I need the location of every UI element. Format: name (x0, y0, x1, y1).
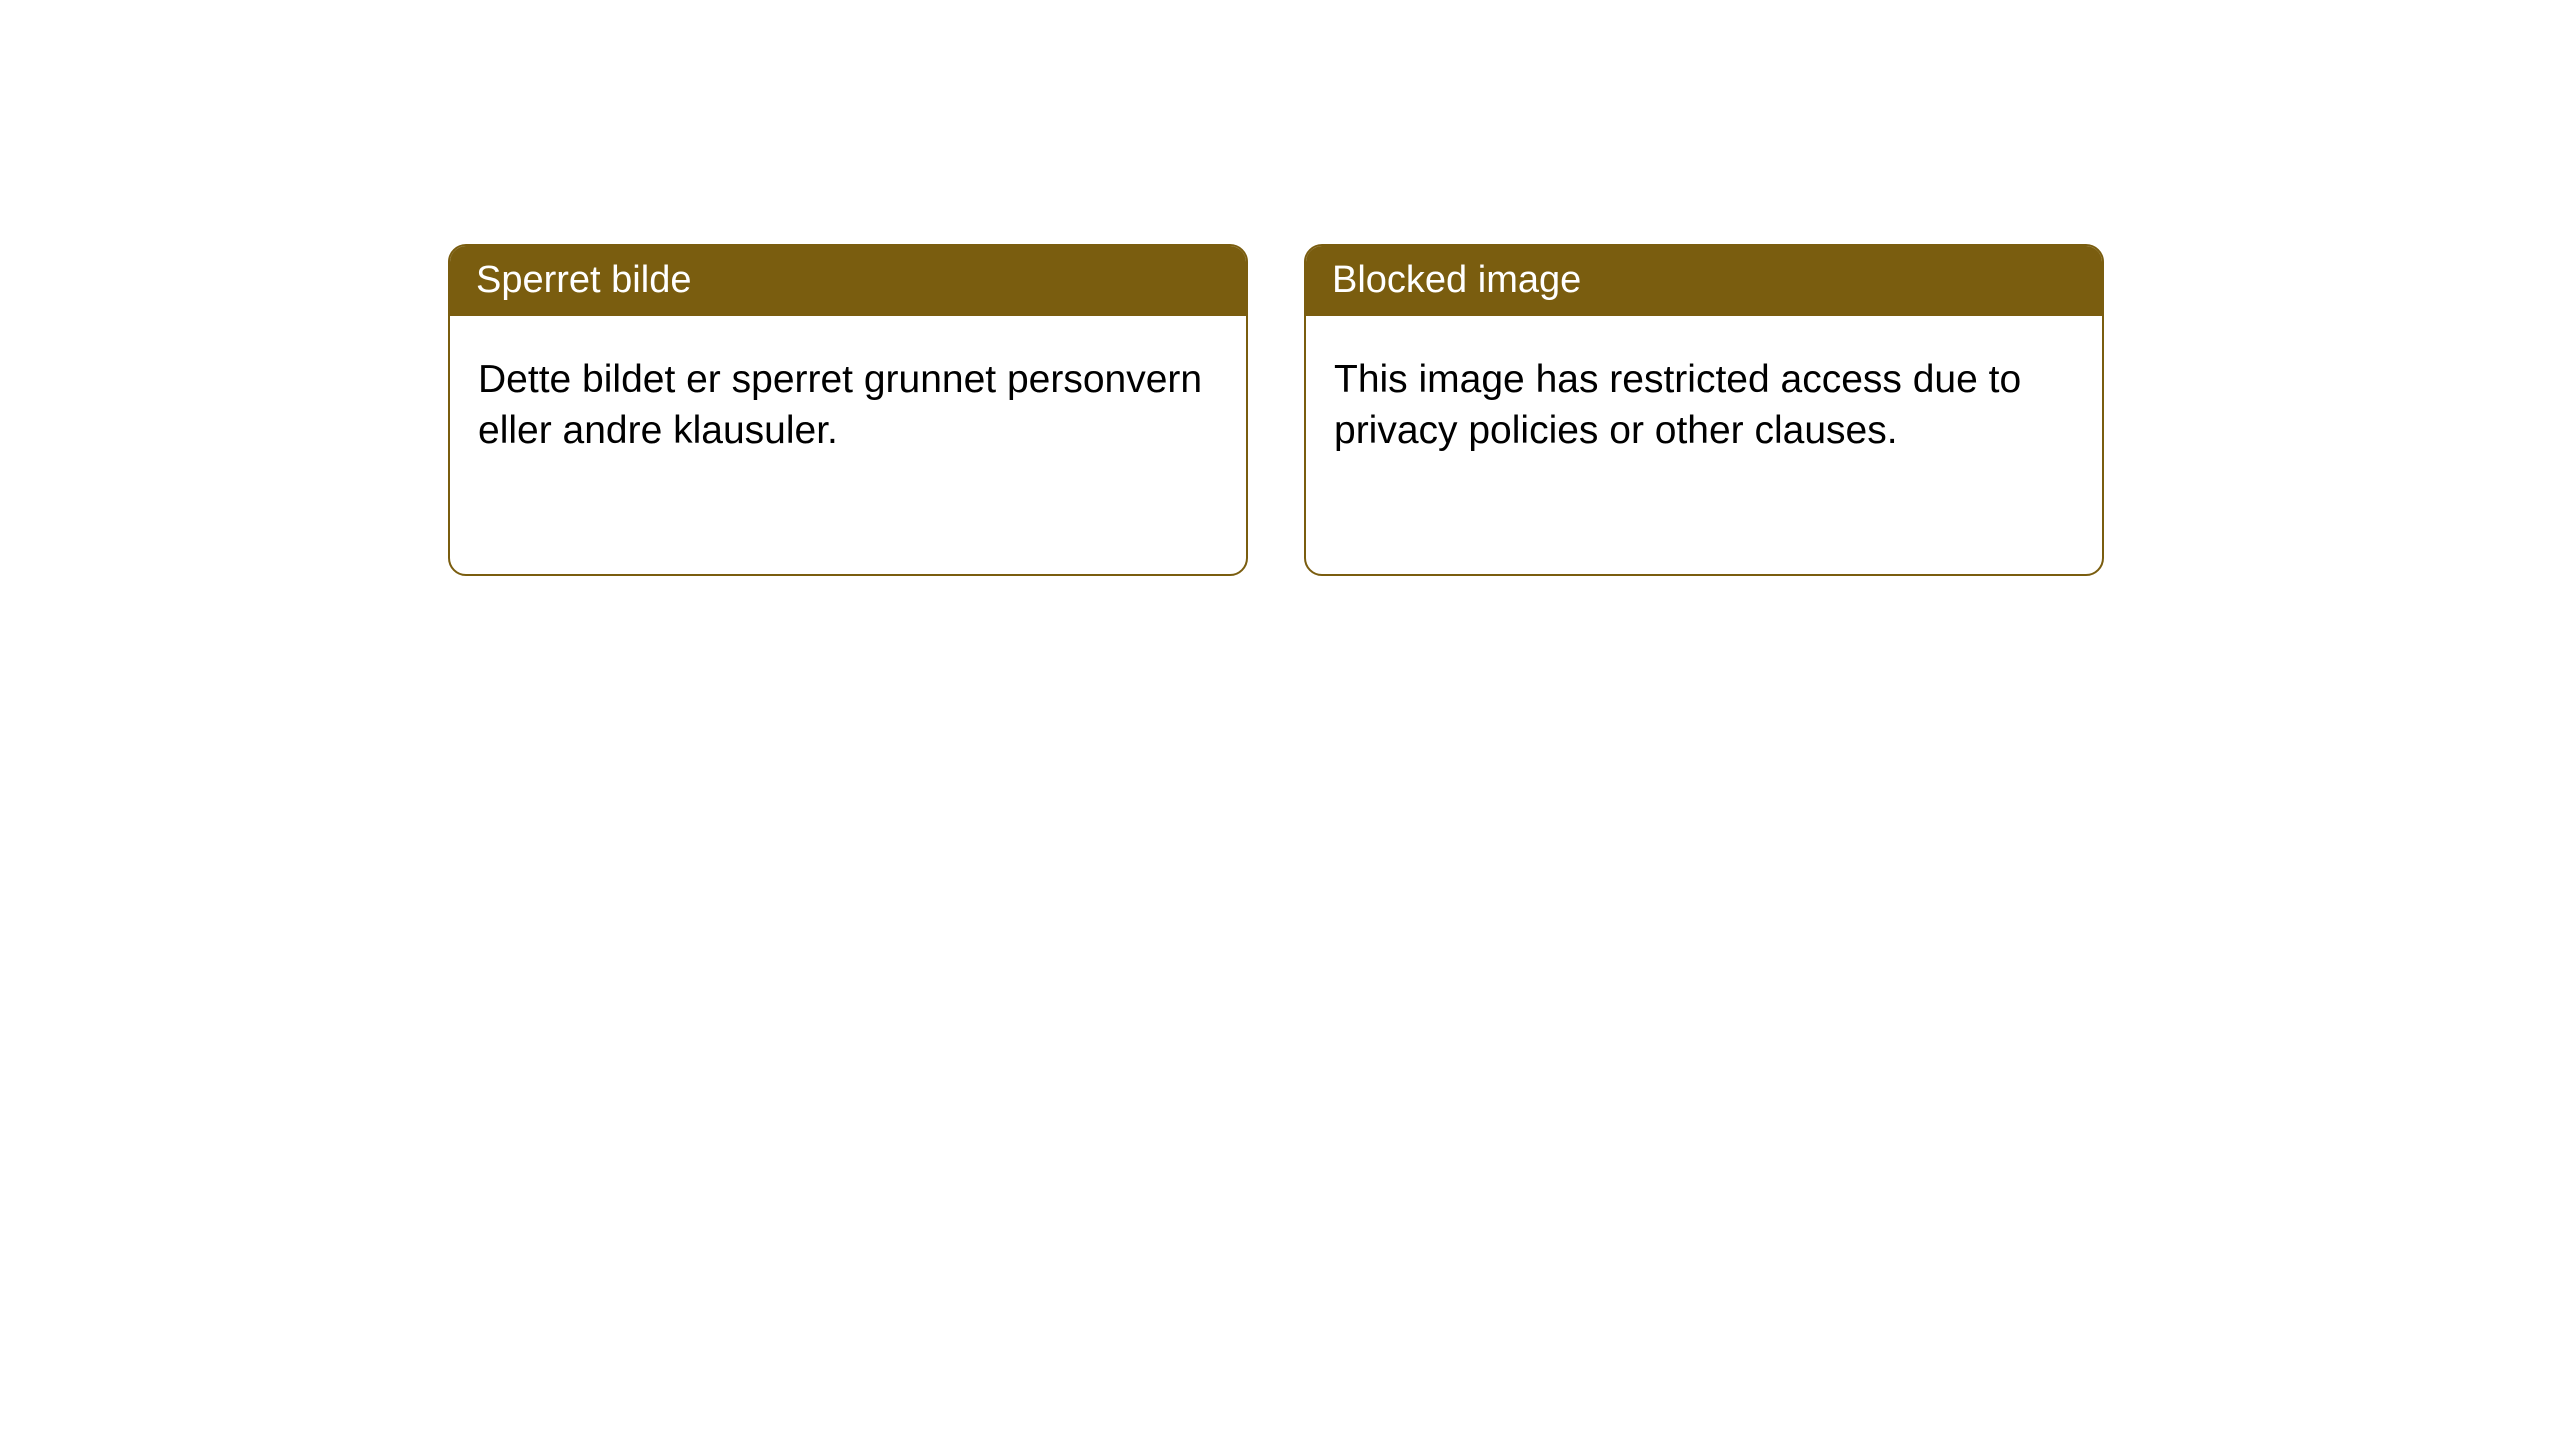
notice-body: This image has restricted access due to … (1306, 316, 2102, 485)
notice-card-norwegian: Sperret bilde Dette bildet er sperret gr… (448, 244, 1248, 576)
notice-container: Sperret bilde Dette bildet er sperret gr… (0, 0, 2560, 576)
notice-body: Dette bildet er sperret grunnet personve… (450, 316, 1246, 485)
notice-header: Sperret bilde (450, 246, 1246, 316)
notice-card-english: Blocked image This image has restricted … (1304, 244, 2104, 576)
notice-header: Blocked image (1306, 246, 2102, 316)
